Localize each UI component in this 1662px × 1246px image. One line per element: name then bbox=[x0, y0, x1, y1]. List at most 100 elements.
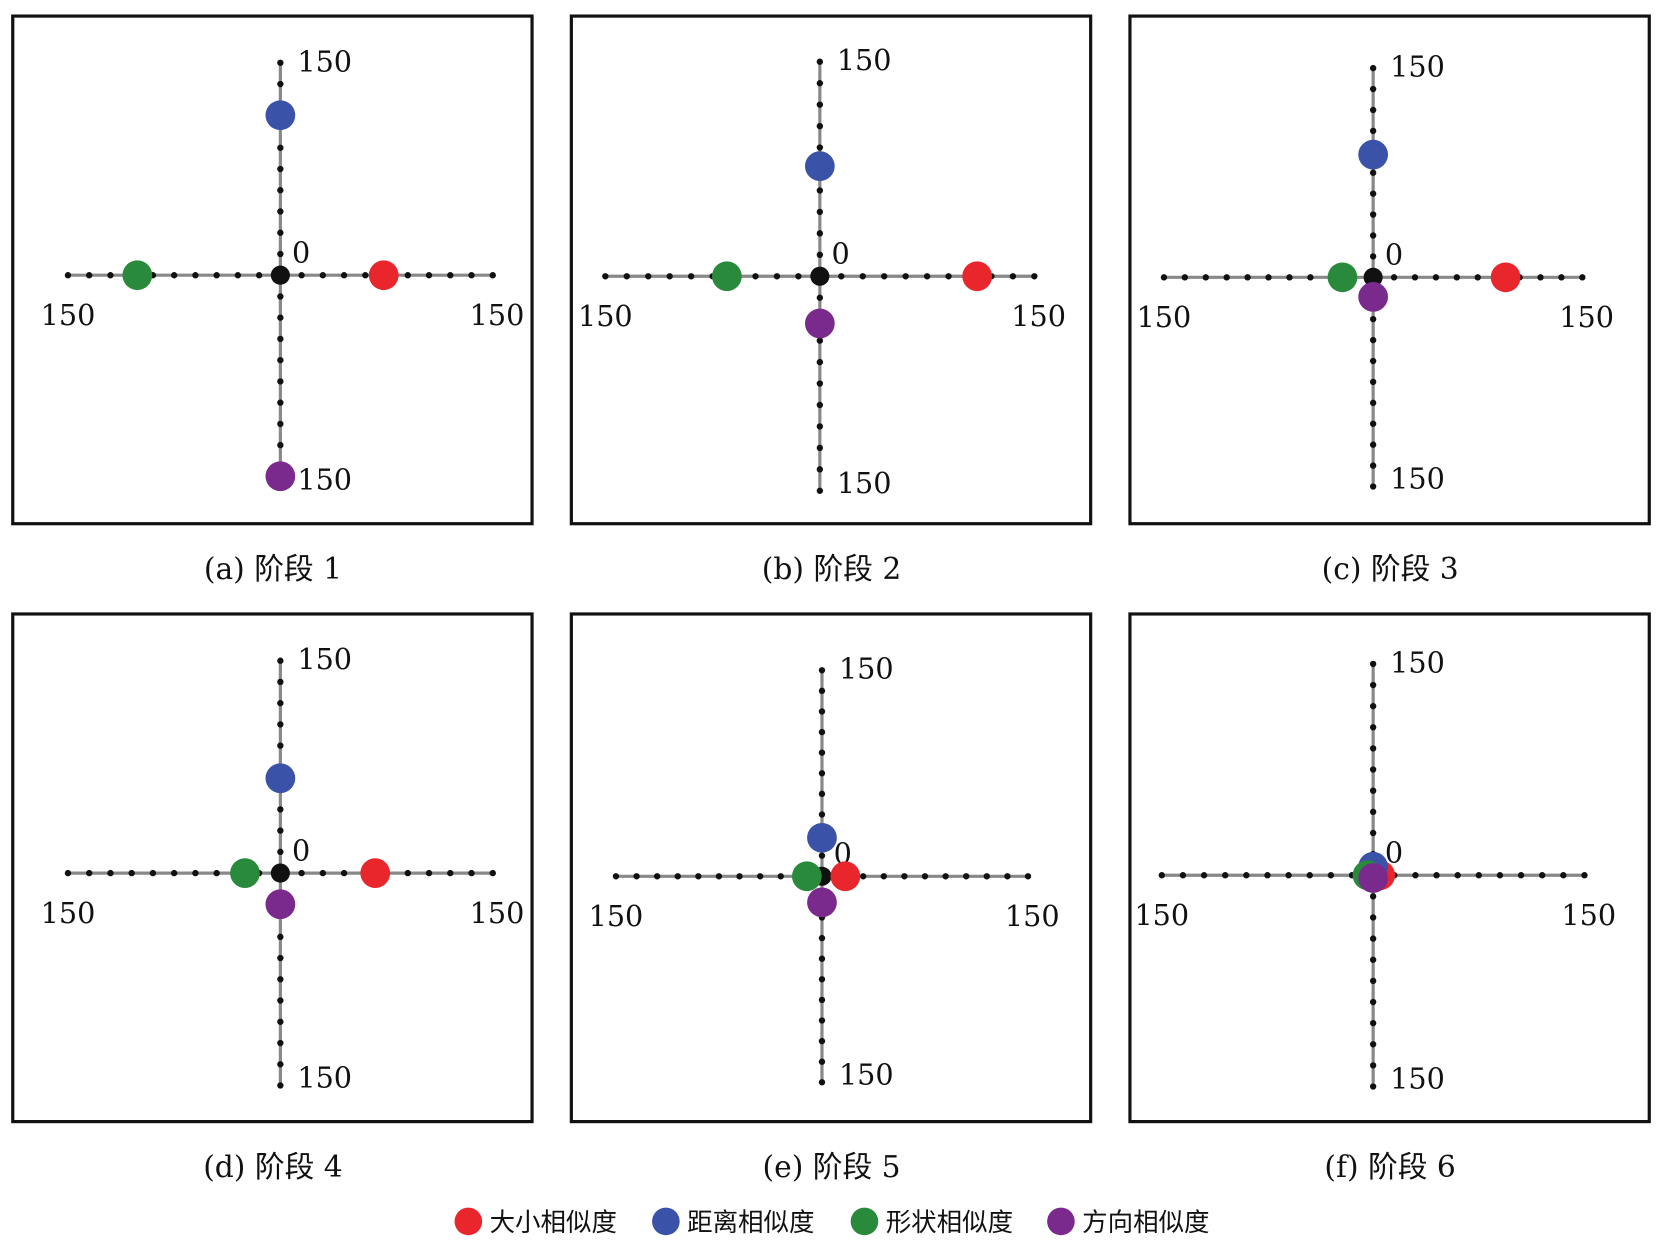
x-tick bbox=[425, 272, 433, 279]
distance-point bbox=[265, 763, 296, 794]
x-tick bbox=[1244, 274, 1251, 281]
x-tick bbox=[653, 873, 661, 880]
y-tick bbox=[1369, 956, 1377, 963]
x-tick bbox=[213, 869, 220, 877]
x-tick bbox=[192, 869, 199, 877]
y-tick bbox=[818, 811, 826, 818]
x-tick bbox=[1265, 274, 1272, 281]
y-tick bbox=[1369, 85, 1377, 93]
x-tick bbox=[1031, 273, 1038, 280]
legend-item-distance: 距离相似度 bbox=[652, 1207, 814, 1238]
y-tick bbox=[1369, 357, 1377, 365]
tick-label-bottom: 150 bbox=[297, 463, 352, 497]
y-tick bbox=[816, 251, 824, 258]
x-tick bbox=[1558, 274, 1565, 281]
x-tick bbox=[1158, 872, 1165, 879]
x-tick bbox=[340, 869, 348, 877]
y-tick bbox=[277, 293, 284, 300]
tick-label-left: 150 bbox=[1137, 300, 1192, 334]
x-tick bbox=[447, 869, 454, 877]
y-tick bbox=[1369, 462, 1377, 469]
y-tick bbox=[1369, 1062, 1377, 1069]
x-tick bbox=[674, 873, 681, 880]
x-tick bbox=[902, 273, 909, 280]
legend-label: 形状相似度 bbox=[886, 1208, 1013, 1238]
y-tick bbox=[1369, 253, 1377, 260]
y-tick bbox=[277, 59, 284, 66]
y-tick bbox=[816, 187, 824, 194]
x-tick bbox=[715, 873, 723, 880]
y-tick bbox=[816, 101, 824, 108]
distance-point bbox=[807, 822, 837, 853]
tick-label-left: 150 bbox=[41, 298, 96, 332]
x-tick bbox=[859, 273, 866, 280]
origin-point bbox=[270, 863, 290, 883]
y-tick bbox=[277, 1039, 284, 1047]
x-tick bbox=[425, 869, 433, 877]
x-tick bbox=[1411, 274, 1419, 281]
tick-label-right: 150 bbox=[1561, 898, 1616, 932]
y-tick bbox=[1369, 106, 1377, 114]
x-tick bbox=[404, 869, 411, 877]
y-tick bbox=[816, 144, 824, 151]
panel-caption: (a) 阶段 1 bbox=[204, 552, 342, 587]
tick-label-origin: 0 bbox=[1385, 238, 1403, 272]
y-tick bbox=[818, 1058, 826, 1065]
shape-point bbox=[1327, 262, 1358, 293]
x-tick bbox=[192, 272, 199, 279]
x-tick bbox=[1581, 872, 1588, 879]
tick-label-origin: 0 bbox=[292, 235, 310, 269]
y-tick bbox=[818, 667, 826, 674]
y-tick bbox=[816, 423, 824, 430]
y-tick bbox=[816, 208, 824, 216]
x-tick bbox=[1327, 872, 1335, 879]
x-tick bbox=[1285, 872, 1292, 879]
y-tick bbox=[1369, 977, 1377, 985]
tick-label-left: 150 bbox=[1134, 898, 1189, 932]
y-tick bbox=[1369, 399, 1377, 407]
x-tick bbox=[1453, 274, 1461, 281]
x-tick bbox=[255, 272, 263, 279]
panel-f: 150 150 150 150 0 bbox=[1128, 612, 1651, 1124]
panel-frame bbox=[11, 612, 534, 1124]
size-point bbox=[360, 858, 391, 888]
x-tick bbox=[234, 272, 242, 279]
x-tick bbox=[1537, 274, 1544, 281]
x-tick bbox=[1412, 872, 1419, 879]
legend-marker bbox=[850, 1207, 879, 1236]
y-tick bbox=[1369, 766, 1377, 773]
direction-point bbox=[804, 308, 835, 339]
tick-label-top: 150 bbox=[297, 642, 352, 676]
x-tick bbox=[1454, 872, 1461, 879]
x-tick bbox=[1222, 872, 1229, 879]
tick-label-bottom: 150 bbox=[837, 466, 892, 500]
x-tick bbox=[795, 273, 802, 280]
direction-point bbox=[1358, 863, 1389, 893]
x-tick bbox=[1160, 274, 1168, 281]
x-tick bbox=[298, 869, 305, 877]
y-tick bbox=[1369, 441, 1377, 448]
y-tick bbox=[277, 933, 284, 941]
x-tick bbox=[859, 873, 867, 880]
legend-label: 大小相似度 bbox=[490, 1208, 617, 1238]
x-tick bbox=[1243, 872, 1250, 879]
x-tick bbox=[1539, 872, 1546, 879]
y-tick bbox=[816, 294, 824, 301]
shape-point bbox=[122, 260, 153, 291]
legend-item-shape: 形状相似度 bbox=[850, 1207, 1013, 1238]
x-tick bbox=[149, 869, 157, 877]
x-tick bbox=[1181, 274, 1189, 281]
x-tick bbox=[983, 873, 990, 880]
tick-label-left: 150 bbox=[41, 896, 96, 930]
panel-frame bbox=[11, 14, 534, 526]
x-tick bbox=[695, 873, 702, 880]
y-tick bbox=[818, 955, 826, 962]
y-tick bbox=[1369, 190, 1377, 197]
y-tick bbox=[1369, 378, 1377, 386]
y-tick bbox=[816, 122, 824, 130]
y-tick bbox=[277, 314, 284, 321]
y-tick bbox=[1369, 702, 1377, 710]
direction-point bbox=[265, 461, 296, 492]
x-tick bbox=[666, 273, 673, 280]
